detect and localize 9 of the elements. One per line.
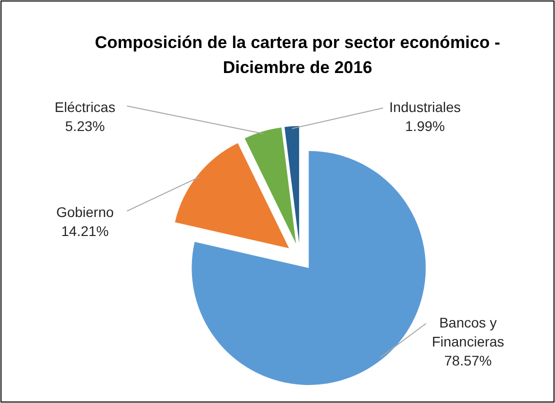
slice-label: Eléctricas (54, 99, 116, 115)
chart-title: Composición de la cartera por sector económico - Diciembre de 2016 (94, 33, 500, 77)
slice-label: Bancos y Financieras (432, 314, 504, 350)
slice-label: Gobierno (56, 204, 114, 220)
data-label: 78.57% (444, 352, 492, 368)
data-label: 1.99% (405, 118, 445, 134)
data-label: 5.23% (65, 118, 105, 134)
data-label: 14.21% (61, 223, 109, 239)
slice-label: Industriales (389, 99, 461, 115)
